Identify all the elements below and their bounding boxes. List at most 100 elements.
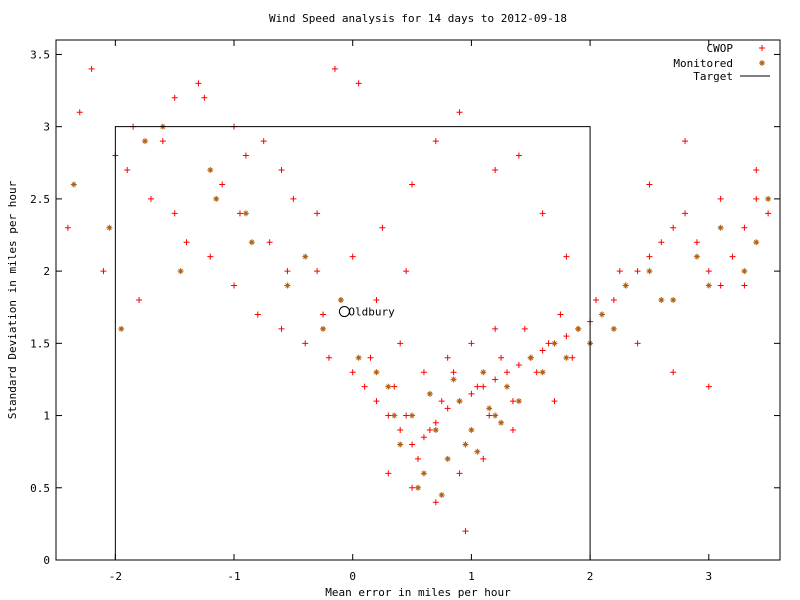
- data-point-cwop: [521, 325, 528, 332]
- data-point-cwop: [432, 138, 439, 145]
- data-point-cwop: [509, 427, 516, 433]
- data-point-cwop: [231, 282, 238, 289]
- data-point-cwop: [385, 412, 392, 419]
- data-point-monitored: [551, 340, 558, 347]
- data-point-cwop: [266, 239, 273, 246]
- data-point-cwop: [468, 390, 475, 397]
- data-point-cwop: [539, 347, 546, 354]
- legend-label-target: Target: [693, 70, 733, 83]
- y-tick-label: 0.5: [30, 482, 50, 495]
- data-point-cwop: [314, 268, 321, 275]
- data-point-cwop: [515, 152, 522, 159]
- data-point-cwop: [367, 354, 374, 361]
- data-point-cwop: [741, 282, 748, 289]
- legend-marker-cwop: [759, 45, 765, 51]
- data-point-cwop: [403, 268, 410, 275]
- data-point-cwop: [355, 80, 362, 87]
- data-point-cwop: [76, 109, 83, 116]
- data-point-cwop: [492, 167, 499, 173]
- data-point-monitored: [610, 325, 617, 332]
- legend: CWOP Monitored Target: [673, 42, 770, 83]
- data-point-cwop: [492, 376, 499, 383]
- data-point-cwop: [693, 239, 700, 246]
- data-point-monitored: [337, 297, 344, 303]
- data-point-cwop: [468, 340, 475, 347]
- data-point-cwop: [539, 210, 546, 217]
- data-point-monitored: [741, 268, 748, 275]
- points-layer: [64, 65, 772, 535]
- data-point-monitored: [693, 253, 700, 260]
- data-point-monitored: [415, 484, 421, 491]
- x-tick-label: 1: [468, 570, 475, 583]
- data-point-monitored: [106, 224, 113, 231]
- data-point-monitored: [320, 325, 327, 332]
- data-point-cwop: [456, 470, 463, 477]
- data-point-cwop: [397, 427, 404, 433]
- data-point-cwop: [88, 65, 95, 72]
- x-tick-label: 2: [587, 570, 594, 583]
- data-point-monitored: [248, 239, 255, 246]
- data-point-cwop: [254, 311, 261, 318]
- data-point-monitored: [142, 138, 149, 145]
- data-point-cwop: [444, 354, 451, 361]
- data-point-cwop: [557, 311, 564, 318]
- data-point-cwop: [171, 94, 178, 101]
- data-point-cwop: [391, 383, 398, 390]
- data-point-cwop: [753, 167, 760, 173]
- data-point-monitored: [462, 441, 469, 448]
- data-point-cwop: [515, 362, 522, 368]
- data-point-cwop: [136, 297, 143, 303]
- data-point-cwop: [195, 80, 202, 87]
- data-point-monitored: [753, 239, 760, 246]
- data-point-cwop: [705, 268, 712, 275]
- data-point-cwop: [545, 340, 552, 347]
- data-point-cwop: [373, 398, 380, 405]
- data-point-cwop: [171, 210, 178, 217]
- data-point-cwop: [729, 253, 736, 260]
- legend-marker-monitored: [759, 60, 765, 66]
- data-point-monitored: [385, 383, 392, 390]
- data-point-monitored: [646, 268, 653, 275]
- data-point-monitored: [539, 369, 546, 376]
- data-point-cwop: [314, 210, 321, 217]
- data-point-monitored: [486, 405, 493, 412]
- data-point-cwop: [498, 354, 505, 361]
- data-point-cwop: [147, 195, 154, 202]
- annotation-layer: Oldbury: [338, 306, 395, 319]
- data-point-monitored: [598, 311, 605, 318]
- data-point-cwop: [320, 311, 327, 318]
- x-tick-label: -2: [109, 570, 122, 583]
- data-point-cwop: [385, 470, 392, 477]
- data-point-cwop: [420, 369, 427, 376]
- data-point-cwop: [432, 499, 439, 506]
- data-point-cwop: [242, 152, 249, 159]
- data-point-monitored: [177, 268, 184, 275]
- data-point-cwop: [403, 412, 410, 419]
- data-point-cwop: [284, 268, 291, 275]
- data-point-cwop: [504, 369, 511, 376]
- data-point-monitored: [670, 297, 677, 303]
- data-point-cwop: [302, 340, 309, 347]
- y-tick-label: 1: [43, 410, 50, 423]
- data-point-cwop: [415, 455, 421, 462]
- annotation-marker: [338, 306, 350, 318]
- data-point-cwop: [325, 354, 332, 361]
- legend-marker-monitored-glyph: [759, 60, 765, 66]
- data-point-monitored: [432, 427, 439, 433]
- data-point-monitored: [207, 167, 214, 173]
- data-point-cwop: [646, 253, 653, 260]
- y-tick-label: 0: [43, 554, 50, 567]
- data-point-cwop: [717, 282, 724, 289]
- data-point-cwop: [480, 455, 487, 462]
- data-point-cwop: [456, 109, 463, 116]
- data-point-cwop: [670, 224, 677, 231]
- data-point-cwop: [563, 253, 570, 260]
- data-point-cwop: [219, 181, 226, 188]
- data-point-monitored: [444, 455, 451, 462]
- data-point-monitored: [515, 398, 522, 405]
- data-point-cwop: [551, 398, 558, 405]
- data-point-monitored: [373, 369, 380, 376]
- data-point-cwop: [207, 253, 214, 260]
- data-point-monitored: [705, 282, 712, 289]
